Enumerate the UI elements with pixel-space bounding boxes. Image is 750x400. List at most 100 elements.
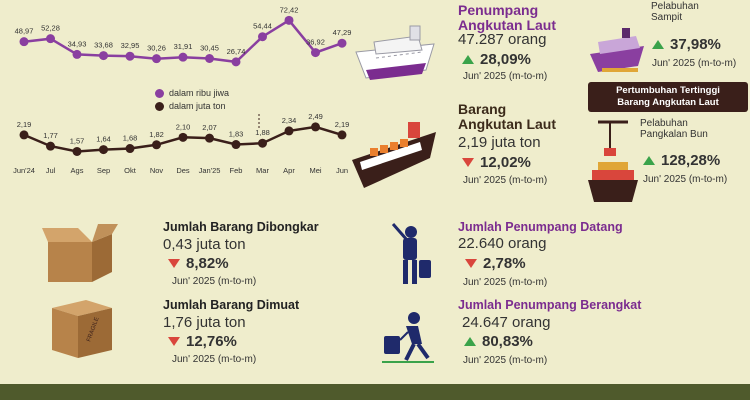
goods-data-label: 1,57 — [70, 136, 85, 145]
port-crane-icon — [588, 120, 638, 202]
passenger-data-label: 30,45 — [200, 44, 219, 53]
footer-bar — [0, 384, 750, 400]
depart-period: Jun' 2025 (m-to-m) — [463, 355, 548, 366]
pangkalan-pct: 128,28% — [661, 152, 721, 169]
fragile-box-icon: FRAGILE — [52, 300, 112, 358]
goods-point — [231, 140, 241, 150]
goods-data-label: 1,64 — [96, 135, 111, 144]
goods-point — [337, 130, 347, 140]
goods-point — [152, 140, 161, 150]
passenger-data-label: 34,93 — [68, 39, 87, 48]
goods-point — [284, 126, 294, 136]
goods-data-label: 2,10 — [176, 122, 191, 131]
goods-value: 2,19 juta ton — [458, 134, 541, 151]
pangkalan-name-line2: Pangkalan Bun — [640, 129, 708, 140]
goods-data-label: 1,88 — [255, 128, 270, 137]
sampit-change: 37,98% — [652, 36, 721, 54]
goods-point — [205, 133, 214, 143]
chart-legend: dalam ribu jiwa dalam juta ton — [155, 88, 230, 112]
passenger-value: 47.287 orang — [458, 31, 547, 48]
legend-label: dalam juta ton — [169, 101, 226, 112]
goods-data-label: 1,68 — [123, 134, 138, 143]
goods-period: Jun' 2025 (m-to-m) — [463, 175, 548, 186]
down-arrow-icon — [462, 158, 474, 168]
passenger-data-label: 30,26 — [147, 44, 166, 53]
goods-data-label: 2,19 — [335, 120, 350, 129]
unloaded-period: Jun' 2025 (m-to-m) — [172, 276, 257, 287]
x-tick-label: Jul — [46, 166, 56, 175]
passenger-data-label: 26,74 — [227, 47, 246, 56]
passenger-data-label: 48,97 — [15, 27, 34, 36]
legend-swatch — [155, 89, 164, 99]
goods-data-label: 1,82 — [149, 130, 164, 139]
goods-series: 2,19 1,77 1,57 1,64 1,68 1,82 2,10 2,07 1,83 1,88… — [17, 112, 350, 156]
x-tick-label: Okt — [124, 166, 137, 175]
depart-pct: 80,83% — [482, 333, 533, 350]
depart-title: Jumlah Penumpang Berangkat — [458, 298, 642, 312]
loaded-value: 1,76 juta ton — [163, 314, 246, 331]
x-tick-label: Apr — [283, 166, 295, 175]
loaded-title: Jumlah Barang Dimuat — [163, 298, 300, 312]
sampit-name: Pelabuhan Sampit — [651, 1, 699, 23]
legend-label: dalam ribu jiwa — [169, 88, 230, 98]
passenger-point — [284, 15, 294, 25]
passenger-data-label: 32,95 — [121, 41, 140, 50]
passenger-period: Jun' 2025 (m-to-m) — [463, 71, 548, 82]
passenger-ship-icon — [355, 25, 435, 80]
unloaded-value: 0,43 juta ton — [163, 236, 246, 253]
depart-value: 24.647 orang — [462, 314, 551, 331]
passenger-change: 28,09% — [462, 51, 531, 69]
arrive-change: 2,78% — [465, 255, 526, 273]
line-chart: 48,97 52,28 34,93 33,68 32,95 30,26 31,91 30,45… — [13, 5, 351, 175]
passenger-title-line2: Angkutan Laut — [458, 17, 556, 33]
pangkalan-name: Pelabuhan Pangkalan Bun — [640, 118, 708, 140]
cargo-ship-icon — [352, 122, 436, 188]
unloaded-title: Jumlah Barang Dibongkar — [163, 220, 319, 234]
goods-point — [258, 138, 267, 148]
goods-data-label: 2,49 — [308, 112, 323, 121]
goods-title-line1: Barang — [458, 101, 507, 117]
passenger-title-line1: Penumpang — [458, 2, 539, 18]
passenger-data-label: 72,42 — [280, 5, 299, 14]
loaded-period: Jun' 2025 (m-to-m) — [172, 354, 257, 365]
passenger-series: 48,97 52,28 34,93 33,68 32,95 30,26 31,91 30,45… — [15, 5, 351, 67]
badge-line1: Pertumbuhan Tertinggi — [616, 85, 720, 96]
goods-data-label: 1,77 — [43, 131, 58, 140]
passenger-point — [19, 37, 29, 47]
x-tick-label: Jan'25 — [199, 166, 221, 175]
passenger-pct: 28,09% — [480, 51, 531, 68]
goods-data-label: 2,19 — [17, 120, 32, 129]
legend-item-passenger: dalam ribu jiwa — [155, 88, 230, 99]
legend-item-goods: dalam juta ton — [155, 101, 229, 112]
up-arrow-icon — [462, 55, 474, 65]
open-box-icon — [42, 224, 118, 282]
unloaded-pct: 8,82% — [186, 255, 229, 272]
goods-point — [19, 130, 29, 140]
legend-swatch — [155, 102, 164, 112]
highest-growth-badge: Pertumbuhan Tertinggi Barang Angkutan La… — [588, 82, 748, 112]
up-arrow-icon — [652, 40, 664, 50]
goods-data-label: 2,34 — [282, 116, 297, 125]
x-tick-label: Nov — [150, 166, 164, 175]
passenger-point — [337, 38, 347, 48]
down-arrow-icon — [168, 337, 180, 347]
passenger-point — [178, 52, 188, 62]
x-tick-label: Feb — [230, 166, 243, 175]
x-tick-label: Jun'24 — [13, 166, 35, 175]
arrive-period: Jun' 2025 (m-to-m) — [463, 277, 548, 288]
passenger-point — [311, 48, 320, 58]
passenger-data-label: 36,92 — [306, 38, 325, 47]
sampit-pct: 37,98% — [670, 36, 721, 53]
ferry-icon — [590, 28, 644, 72]
x-tick-label: Jun — [336, 166, 348, 175]
goods-title-line2: Angkutan Laut — [458, 116, 556, 132]
goods-point — [178, 132, 188, 142]
loaded-pct: 12,76% — [186, 333, 237, 350]
badge-line2: Barang Angkutan Laut — [617, 97, 719, 108]
goods-title: Barang Angkutan Laut — [458, 102, 556, 132]
passenger-point — [72, 49, 82, 59]
up-arrow-icon — [643, 156, 655, 166]
up-arrow-icon — [464, 337, 476, 347]
passenger-point — [258, 32, 267, 42]
passenger-data-label: 31,91 — [174, 42, 193, 51]
